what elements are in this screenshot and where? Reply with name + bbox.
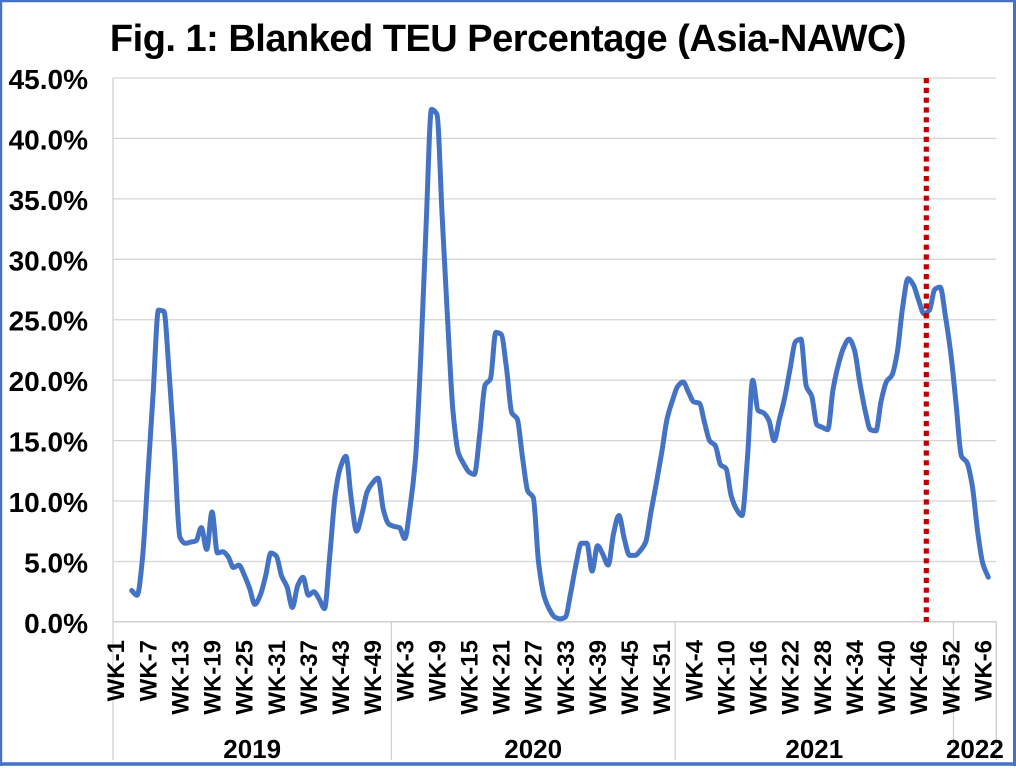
svg-text:40.0%: 40.0%: [9, 124, 88, 155]
svg-text:WK-39: WK-39: [585, 640, 612, 715]
svg-text:WK-34: WK-34: [842, 639, 869, 714]
svg-text:WK-37: WK-37: [296, 640, 323, 715]
svg-text:Fig. 1: Blanked TEU Percentage: Fig. 1: Blanked TEU Percentage (Asia-NAW…: [110, 18, 906, 60]
svg-text:WK-28: WK-28: [810, 640, 837, 715]
svg-text:30.0%: 30.0%: [9, 245, 88, 276]
svg-text:2021: 2021: [785, 734, 843, 764]
svg-text:WK-22: WK-22: [778, 640, 805, 715]
svg-text:0.0%: 0.0%: [24, 608, 88, 639]
svg-text:WK-49: WK-49: [360, 640, 387, 715]
svg-text:WK-46: WK-46: [906, 640, 933, 715]
svg-text:35.0%: 35.0%: [9, 185, 88, 216]
svg-text:WK-25: WK-25: [232, 640, 259, 715]
svg-text:WK-52: WK-52: [938, 640, 965, 715]
svg-text:WK-1: WK-1: [103, 640, 130, 701]
svg-text:WK-40: WK-40: [874, 640, 901, 715]
svg-text:WK-27: WK-27: [521, 640, 548, 715]
svg-text:WK-43: WK-43: [328, 640, 355, 715]
svg-text:WK-6: WK-6: [970, 640, 997, 701]
svg-text:WK-15: WK-15: [457, 640, 484, 715]
svg-text:WK-4: WK-4: [681, 639, 708, 701]
svg-text:WK-51: WK-51: [649, 640, 676, 715]
svg-text:WK-31: WK-31: [264, 640, 291, 715]
svg-text:10.0%: 10.0%: [9, 487, 88, 518]
svg-text:WK-13: WK-13: [167, 640, 194, 715]
svg-text:2020: 2020: [504, 734, 562, 764]
svg-text:WK-9: WK-9: [424, 640, 451, 701]
svg-text:WK-7: WK-7: [135, 640, 162, 701]
svg-text:WK-10: WK-10: [714, 640, 741, 715]
svg-text:15.0%: 15.0%: [9, 427, 88, 458]
svg-text:45.0%: 45.0%: [9, 64, 88, 95]
svg-text:WK-45: WK-45: [617, 640, 644, 715]
svg-text:2022: 2022: [946, 734, 1004, 764]
svg-text:20.0%: 20.0%: [9, 366, 88, 397]
svg-text:WK-19: WK-19: [200, 640, 227, 715]
svg-text:25.0%: 25.0%: [9, 306, 88, 337]
svg-text:2019: 2019: [223, 734, 281, 764]
svg-text:WK-21: WK-21: [489, 640, 516, 715]
svg-text:WK-3: WK-3: [392, 640, 419, 701]
svg-text:5.0%: 5.0%: [24, 548, 88, 579]
svg-text:WK-33: WK-33: [553, 640, 580, 715]
svg-text:WK-16: WK-16: [746, 640, 773, 715]
